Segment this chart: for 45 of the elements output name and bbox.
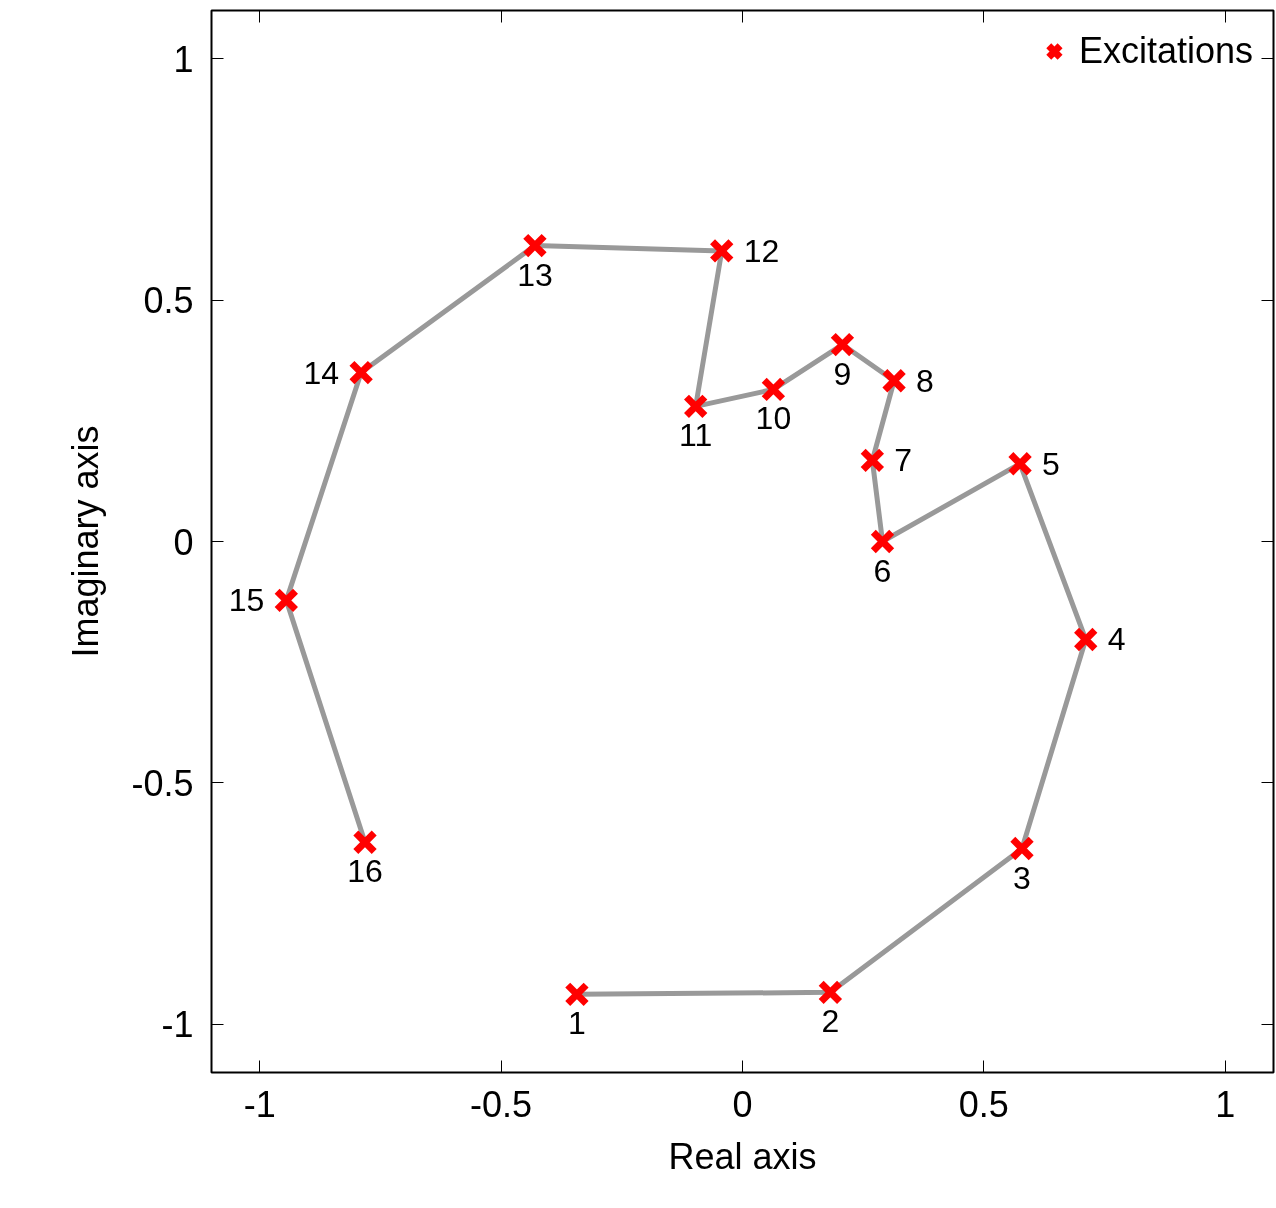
annotation: 9: [833, 355, 852, 392]
annotation: 3: [1013, 859, 1031, 896]
point: [817, 979, 844, 1006]
y-tick-label: -1: [161, 1004, 194, 1046]
x-axis-title: Real axis: [668, 1135, 817, 1177]
annotation: 8: [916, 362, 934, 399]
x-tick-label: -1: [243, 1083, 276, 1125]
x-tick-label: 0: [732, 1083, 753, 1125]
point: [859, 447, 886, 474]
x-tick-label: -0.5: [470, 1083, 533, 1125]
annotation: 12: [743, 232, 780, 269]
point: [273, 587, 300, 614]
y-axis-title: Imaginary axis: [65, 425, 107, 658]
x-tick-label: 1: [1215, 1083, 1236, 1125]
annotation: 6: [873, 552, 892, 589]
point: [709, 238, 735, 264]
point: [522, 232, 548, 259]
annotation: 11: [679, 417, 713, 454]
annotation: 2: [821, 1003, 840, 1040]
point: [829, 331, 856, 358]
x-tick-label: 0.5: [958, 1083, 1009, 1125]
point: [352, 829, 378, 855]
annotation: 13: [517, 256, 553, 293]
point: [1007, 451, 1033, 477]
y-tick-label: -0.5: [131, 762, 194, 804]
annotation: 4: [1107, 621, 1126, 658]
y-tick-label: 1: [173, 38, 194, 80]
point: [564, 981, 590, 1007]
y-tick-label: 0: [173, 521, 194, 563]
annotation: 1: [568, 1005, 586, 1042]
point: [1009, 835, 1035, 862]
point: [348, 359, 374, 386]
point: [881, 368, 907, 394]
annotation: 14: [303, 354, 340, 391]
annotation: 10: [755, 400, 792, 437]
annotation: 16: [347, 853, 383, 890]
point: [1073, 626, 1099, 653]
point: [869, 528, 896, 555]
point: [760, 376, 787, 403]
point: [682, 393, 709, 420]
annotation: 15: [228, 582, 265, 619]
y-tick-label: 0.5: [143, 280, 194, 322]
annotation: 7: [894, 442, 913, 479]
legend-label: Excitations: [1078, 30, 1253, 72]
annotation: 5: [1042, 445, 1060, 482]
